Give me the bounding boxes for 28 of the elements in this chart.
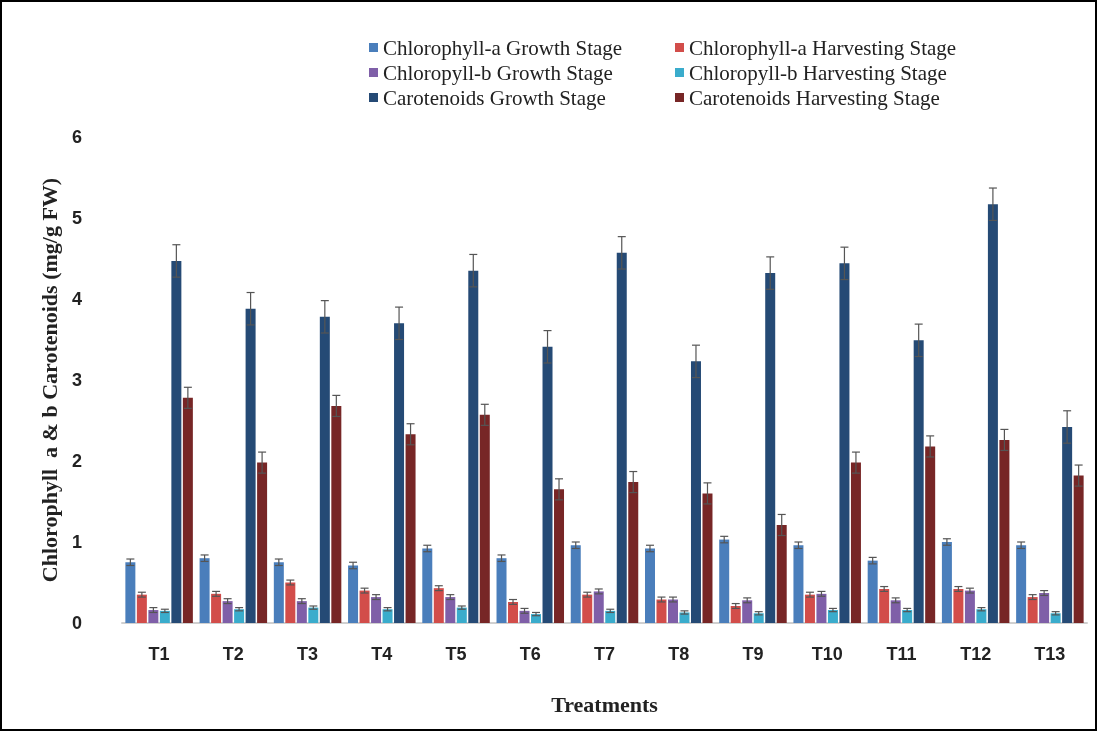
x-tick-label: T11: [886, 644, 917, 664]
x-tick-label: T6: [519, 644, 541, 664]
y-tick-label: 5: [71, 208, 82, 228]
legend-label: Chlorophyll-a Harvesting Stage: [689, 35, 957, 60]
y-axis-title: Chlorophyll a & b Carotenoids (mg/g FW): [36, 177, 62, 583]
y-tick-label: 3: [71, 370, 82, 390]
x-axis-title: Treatments: [551, 691, 659, 717]
x-tick-label: T1: [148, 644, 170, 664]
x-tick-label: T8: [668, 644, 690, 664]
y-tick-label: 2: [71, 451, 82, 471]
x-tick-label: T5: [445, 644, 467, 664]
y-tick-label: 1: [71, 532, 82, 552]
legend-label: Chloropyll-b Harvesting Stage: [689, 60, 947, 85]
x-tick-label: T4: [371, 644, 393, 664]
x-tick-label: T9: [742, 644, 764, 664]
x-tick-label: T7: [593, 644, 616, 664]
legend-label: Carotenoids Harvesting Stage: [689, 85, 940, 110]
legend-label: Carotenoids Growth Stage: [383, 85, 606, 110]
x-tick-label: T2: [222, 644, 244, 664]
legend-label: Chloropyll-b Growth Stage: [383, 60, 613, 85]
y-tick-label: 0: [71, 613, 82, 633]
y-tick-label: 4: [71, 289, 82, 309]
x-tick-label: T12: [960, 644, 992, 664]
x-tick-label: T3: [297, 644, 319, 664]
y-tick-label: 6: [71, 127, 82, 147]
x-tick-label: T10: [811, 644, 843, 664]
x-tick-label: T13: [1034, 644, 1066, 664]
legend-label: Chlorophyll-a Growth Stage: [383, 35, 623, 60]
